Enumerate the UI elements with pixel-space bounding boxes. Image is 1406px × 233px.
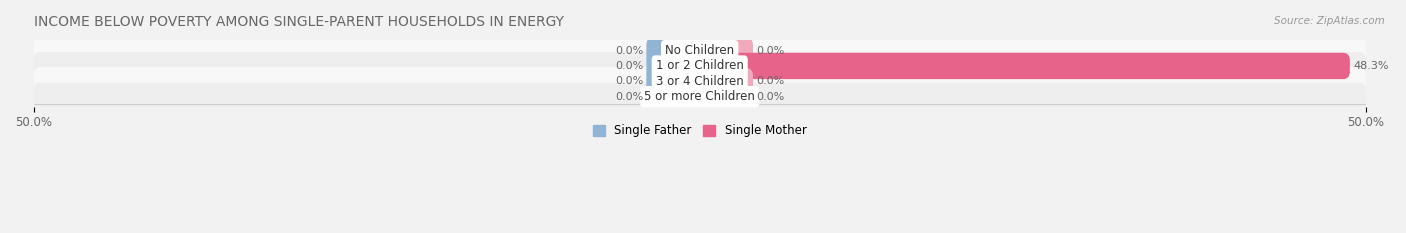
FancyBboxPatch shape — [34, 82, 1365, 111]
Text: 0.0%: 0.0% — [614, 92, 643, 102]
Text: 0.0%: 0.0% — [614, 76, 643, 86]
Text: 0.0%: 0.0% — [756, 92, 785, 102]
FancyBboxPatch shape — [647, 53, 706, 79]
FancyBboxPatch shape — [34, 37, 1365, 65]
FancyBboxPatch shape — [647, 83, 706, 110]
FancyBboxPatch shape — [693, 68, 754, 94]
FancyBboxPatch shape — [693, 53, 1350, 79]
Text: INCOME BELOW POVERTY AMONG SINGLE-PARENT HOUSEHOLDS IN ENERGY: INCOME BELOW POVERTY AMONG SINGLE-PARENT… — [34, 15, 564, 29]
Text: 0.0%: 0.0% — [756, 76, 785, 86]
Text: 0.0%: 0.0% — [614, 46, 643, 56]
Legend: Single Father, Single Mother: Single Father, Single Mother — [593, 124, 807, 137]
FancyBboxPatch shape — [693, 83, 754, 110]
Text: 48.3%: 48.3% — [1353, 61, 1389, 71]
FancyBboxPatch shape — [647, 68, 706, 94]
Text: 5 or more Children: 5 or more Children — [644, 90, 755, 103]
FancyBboxPatch shape — [693, 38, 754, 64]
Text: Source: ZipAtlas.com: Source: ZipAtlas.com — [1274, 16, 1385, 26]
FancyBboxPatch shape — [34, 52, 1365, 80]
FancyBboxPatch shape — [34, 67, 1365, 95]
Text: No Children: No Children — [665, 44, 734, 57]
Text: 0.0%: 0.0% — [614, 61, 643, 71]
Text: 1 or 2 Children: 1 or 2 Children — [655, 59, 744, 72]
FancyBboxPatch shape — [647, 38, 706, 64]
Text: 0.0%: 0.0% — [756, 46, 785, 56]
Text: 3 or 4 Children: 3 or 4 Children — [655, 75, 744, 88]
